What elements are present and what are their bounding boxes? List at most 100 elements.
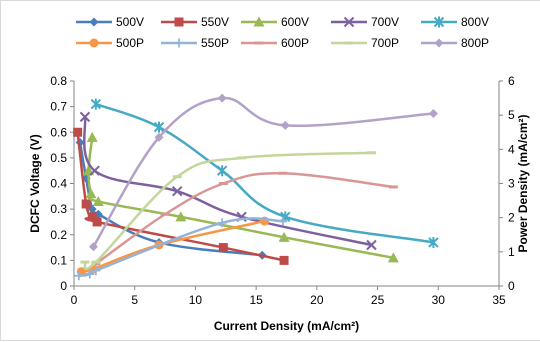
legend-label: 500V — [116, 15, 144, 29]
y-left-tick-label: 0 — [60, 279, 67, 293]
data-point — [279, 255, 289, 265]
data-point — [216, 165, 228, 177]
legend-item-600v: 600V — [241, 15, 309, 29]
data-point — [175, 211, 187, 222]
legend-label: 600V — [281, 15, 309, 29]
y-left-tick-label: 0.6 — [50, 125, 67, 139]
data-point — [79, 111, 91, 123]
series-700p — [80, 151, 376, 271]
y-right-tick-label: 0 — [508, 279, 515, 293]
legend-label: 550P — [201, 36, 229, 50]
data-point — [428, 236, 439, 248]
legend-marker — [434, 38, 444, 48]
data-point — [154, 132, 164, 142]
y-left-tick-label: 0.7 — [50, 100, 67, 114]
data-point — [92, 217, 102, 227]
legend-marker — [89, 38, 99, 48]
data-point — [87, 212, 97, 222]
data-point — [218, 243, 228, 253]
legend-item-550p: 550P — [161, 36, 229, 50]
legend-item-550v: 550V — [161, 15, 229, 29]
x-tick-label: 25 — [371, 293, 385, 307]
data-point — [388, 185, 398, 189]
legend-item-600p: 600P — [241, 36, 309, 50]
legend-marker — [254, 41, 264, 45]
y-right-tick-label: 1 — [508, 245, 515, 259]
legend-marker — [253, 16, 265, 27]
legend-marker — [174, 17, 184, 27]
data-point — [86, 131, 98, 142]
data-point — [366, 239, 377, 251]
legend-marker — [174, 38, 184, 48]
series-line — [82, 116, 372, 247]
y-left-tick-label: 0.8 — [50, 74, 67, 88]
data-point — [280, 120, 290, 130]
legend-label: 700P — [371, 36, 399, 50]
data-point — [88, 242, 98, 252]
y-left-tick-label: 0.3 — [50, 202, 67, 216]
legend-label: 800P — [461, 36, 489, 50]
data-point — [89, 165, 100, 176]
legend-item-800v: 800V — [421, 15, 489, 29]
y-axis-left-title: DCFC Voltage (V) — [28, 134, 42, 232]
legend-label: 700V — [371, 15, 399, 29]
data-point — [428, 108, 438, 118]
data-point — [85, 269, 95, 279]
data-point — [85, 188, 97, 199]
x-tick-label: 10 — [189, 293, 203, 307]
y-right-tick-label: 4 — [508, 142, 515, 156]
y-left-tick-label: 0.5 — [50, 151, 67, 165]
data-point — [387, 252, 399, 263]
data-point — [81, 199, 91, 209]
legend-marker — [343, 16, 355, 28]
legend-label: 550V — [201, 15, 229, 29]
legend-item-500p: 500P — [76, 36, 144, 50]
data-point — [91, 260, 101, 264]
data-point — [90, 98, 102, 110]
data-point — [278, 231, 290, 242]
y-right-tick-label: 6 — [508, 74, 515, 88]
x-tick-label: 20 — [310, 293, 324, 307]
legend-marker — [433, 16, 445, 28]
series-550v — [73, 127, 289, 265]
data-point — [278, 171, 288, 175]
series-line — [95, 102, 434, 244]
legend-item-700v: 700V — [331, 15, 399, 29]
legend-marker — [344, 41, 354, 45]
data-point — [237, 156, 247, 160]
x-tick-label: 30 — [432, 293, 446, 307]
x-axis-title: Current Density (mA/cm²) — [214, 319, 359, 333]
legend-label: 800V — [461, 15, 489, 29]
x-tick-label: 15 — [249, 293, 263, 307]
y-axis-right-title: Power Density (mA/cm²) — [516, 114, 530, 252]
data-point — [217, 218, 227, 228]
series-550p — [74, 216, 288, 281]
legend-item-800p: 800P — [421, 36, 489, 50]
data-point — [91, 262, 101, 266]
y-left-tick-label: 0.1 — [50, 253, 67, 267]
series-800p — [88, 93, 438, 252]
data-point — [172, 175, 182, 179]
data-point — [153, 121, 165, 133]
data-point — [80, 260, 90, 264]
x-tick-label: 0 — [71, 293, 78, 307]
x-tick-label: 5 — [131, 293, 138, 307]
legend-label: 600P — [281, 36, 309, 50]
y-left-tick-label: 0.4 — [50, 177, 67, 191]
data-point — [172, 185, 183, 197]
data-point — [92, 195, 104, 206]
data-point — [73, 127, 83, 137]
data-point — [218, 182, 228, 185]
y-right-tick-label: 3 — [508, 177, 515, 191]
series-700v — [79, 111, 377, 251]
legend-item-500v: 500V — [76, 15, 144, 29]
x-tick-label: 35 — [492, 293, 506, 307]
series-600v — [83, 131, 399, 263]
y-left-tick-label: 0.2 — [50, 228, 67, 242]
series-line — [76, 132, 285, 262]
legend-marker — [89, 17, 99, 27]
legend-item-700p: 700P — [331, 36, 399, 50]
data-point — [217, 93, 227, 103]
